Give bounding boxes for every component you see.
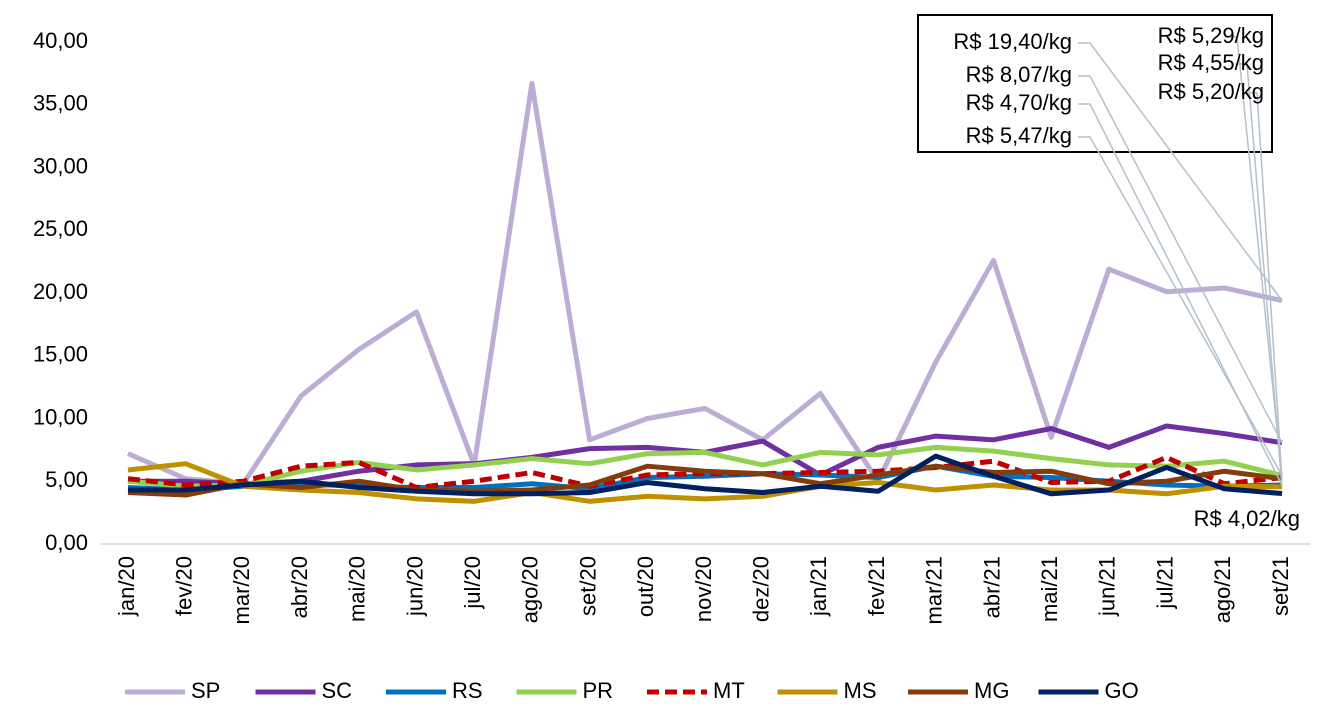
legend-label: SC: [322, 678, 353, 703]
leader-line: [1245, 92, 1283, 479]
series-line: [128, 453, 1283, 497]
x-tick-label: out/20: [633, 556, 658, 617]
y-tick-label: 40,00: [33, 28, 88, 53]
annotation-box: [917, 14, 1273, 153]
x-tick-label: abr/21: [979, 556, 1004, 618]
x-tick-label: fev/21: [864, 556, 889, 616]
y-tick-label: 5,00: [45, 467, 88, 492]
x-tick-label: mai/21: [1037, 556, 1062, 622]
x-tick-label: jan/21: [806, 556, 831, 617]
data-label: R$ 4,02/kg: [1194, 506, 1300, 531]
data-label: R$ 5,47/kg: [966, 123, 1072, 148]
x-tick-label: jul/20: [460, 556, 485, 610]
data-label: R$ 4,55/kg: [1158, 50, 1264, 75]
x-tick-label: set/21: [1268, 556, 1293, 616]
y-tick-label: 10,00: [33, 404, 88, 429]
x-tick-label: dez/20: [749, 556, 774, 622]
y-tick-label: 25,00: [33, 216, 88, 241]
leader-line: [1235, 63, 1283, 487]
legend-label: GO: [1105, 678, 1139, 703]
x-tick-label: mai/20: [345, 556, 370, 622]
x-tick-label: jul/21: [1152, 556, 1177, 610]
x-tick-label: abr/20: [287, 556, 312, 618]
legend-label: MG: [974, 678, 1009, 703]
leader-line: [1078, 103, 1283, 486]
x-tick-label: jan/20: [114, 556, 139, 617]
legend-label: SP: [191, 678, 220, 703]
data-label: R$ 5,20/kg: [1158, 79, 1264, 104]
series-line: [127, 444, 1283, 489]
leader-line: [1225, 36, 1283, 478]
leader-line: [1078, 75, 1283, 444]
x-tick-label: ago/21: [1210, 556, 1235, 623]
data-label: R$ 4,70/kg: [966, 90, 1072, 115]
leader-line: [1078, 42, 1283, 301]
x-tick-label: mar/20: [229, 556, 254, 624]
legend-label: MS: [844, 678, 877, 703]
data-label: R$ 8,07/kg: [966, 62, 1072, 87]
x-tick-label: set/20: [575, 556, 600, 616]
legend-label: RS: [452, 678, 483, 703]
y-tick-label: 35,00: [33, 91, 88, 116]
x-tick-label: nov/20: [691, 556, 716, 622]
x-tick-label: ago/20: [518, 556, 543, 623]
leader-line: [1078, 136, 1283, 476]
y-tick-label: 15,00: [33, 342, 88, 367]
legend-label: MT: [713, 678, 745, 703]
legend-label: PR: [583, 678, 614, 703]
data-label: R$ 5,29/kg: [1158, 23, 1264, 48]
x-tick-label: jun/20: [402, 556, 427, 617]
x-tick-label: jun/21: [1095, 556, 1120, 617]
y-tick-label: 0,00: [45, 530, 88, 555]
data-label: R$ 19,40/kg: [953, 29, 1072, 54]
x-tick-label: mar/21: [922, 556, 947, 624]
series-line: [127, 80, 1283, 487]
x-tick-label: fev/20: [172, 556, 197, 616]
y-tick-label: 30,00: [33, 153, 88, 178]
y-tick-label: 20,00: [33, 279, 88, 304]
